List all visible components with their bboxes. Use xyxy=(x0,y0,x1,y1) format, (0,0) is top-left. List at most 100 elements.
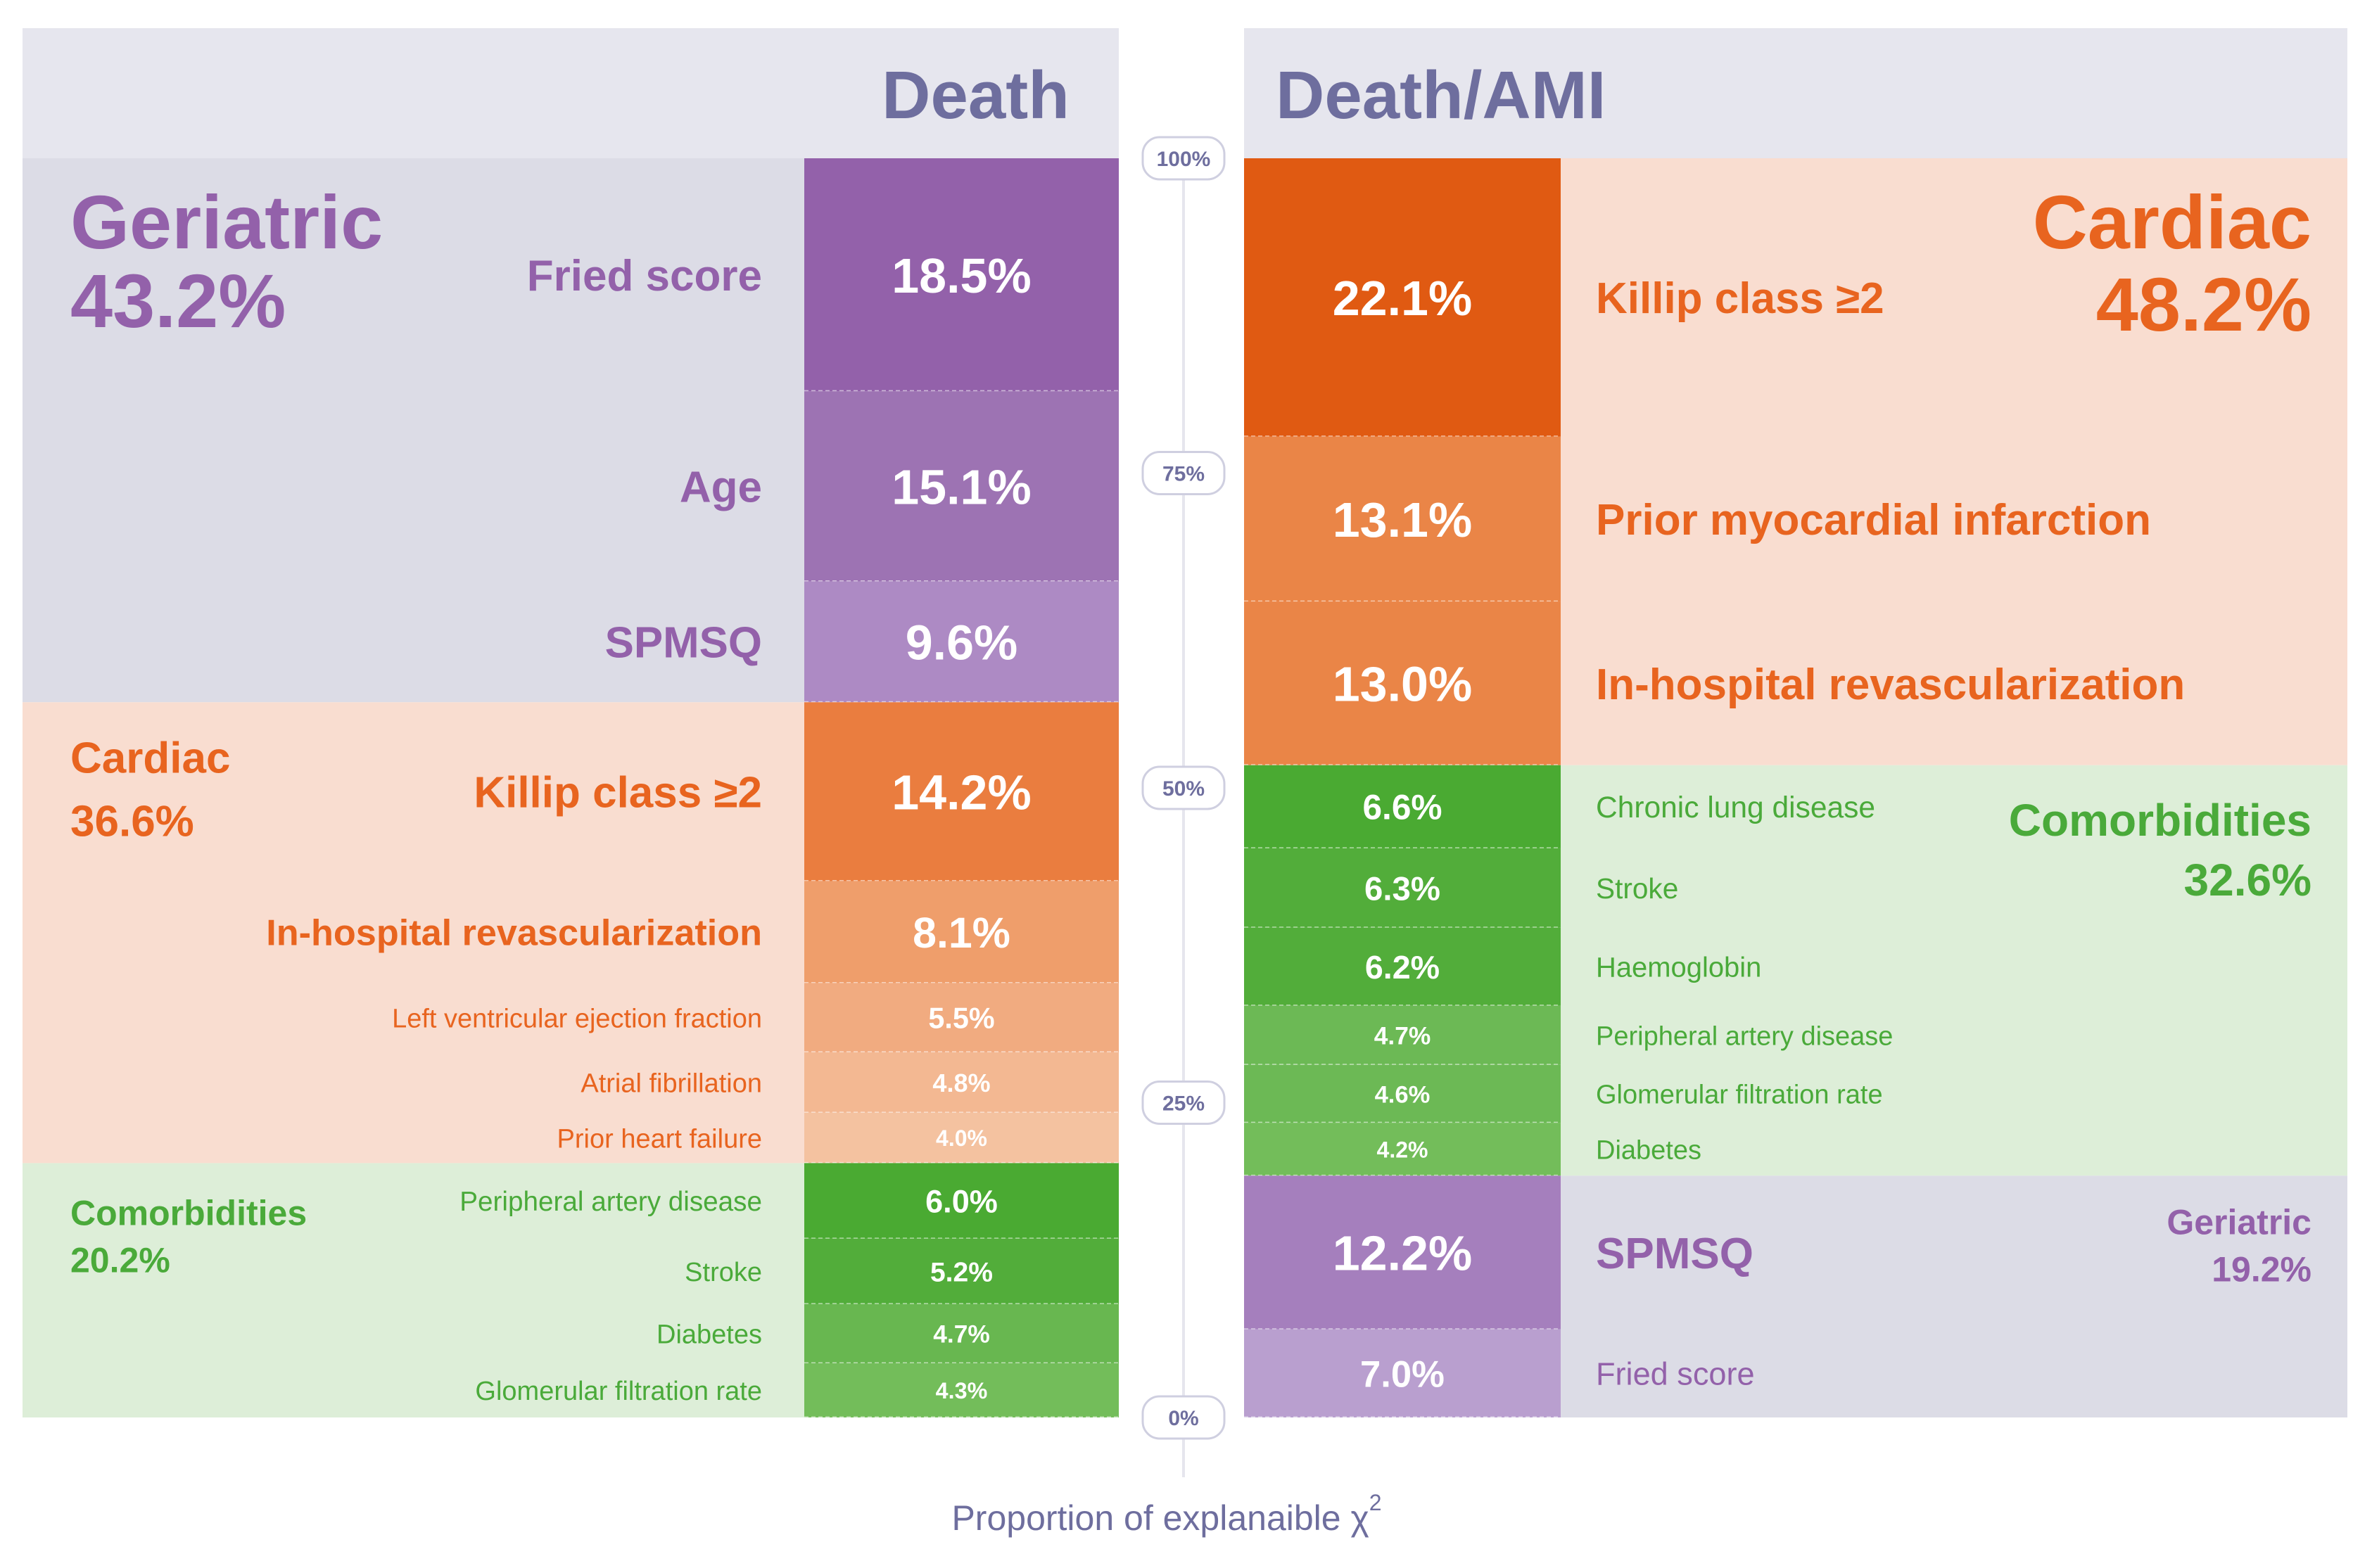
segment-value-label: 6.6% xyxy=(1362,788,1442,827)
segment-category-label: Fried score xyxy=(527,252,762,300)
segment-category-label: Haemoglobin xyxy=(1596,952,1761,983)
bar-segment xyxy=(804,1363,1119,1417)
group-name: Cardiac xyxy=(2033,179,2311,264)
segment-category-label: Age xyxy=(680,464,762,512)
bar-segment xyxy=(1244,436,1561,602)
bar-segment xyxy=(804,1052,1119,1113)
segment-value-label: 22.1% xyxy=(1333,271,1472,326)
group-value: 20.2% xyxy=(70,1240,170,1280)
bar-segment xyxy=(1244,1064,1561,1123)
bar-segment xyxy=(1244,848,1561,928)
segment-value-label: 4.2% xyxy=(1377,1137,1428,1162)
segment-category-label: Stroke xyxy=(685,1258,762,1287)
bar-segment xyxy=(1244,1329,1561,1417)
segment-value-label: 6.0% xyxy=(925,1183,998,1219)
group-value: 32.6% xyxy=(2184,855,2311,905)
bar-segment xyxy=(1244,158,1561,437)
segment-value-label: 15.1% xyxy=(892,459,1031,514)
center-axis: 100% 75% 50% 25% 0% xyxy=(1141,136,1226,1477)
segment-value-label: 4.8% xyxy=(932,1069,990,1097)
segment-category-label: Peripheral artery disease xyxy=(459,1187,762,1217)
segment-value-label: 4.7% xyxy=(933,1321,990,1349)
group-value: 43.2% xyxy=(70,258,286,343)
axis-tick-pill xyxy=(1141,1395,1226,1440)
group-value: 36.6% xyxy=(70,797,194,846)
group-name: Comorbidities xyxy=(2009,795,2311,846)
segment-value-label: 6.2% xyxy=(1365,949,1440,986)
segment-value-label: 13.1% xyxy=(1333,492,1472,547)
segment-category-label: In-hospital revascularization xyxy=(1596,661,2185,709)
bar-segment xyxy=(1244,1175,1561,1330)
axis-title: Proportion of explanaible χ2 xyxy=(951,1490,1381,1538)
segment-category-label: Peripheral artery disease xyxy=(1596,1021,1893,1051)
bar-segment xyxy=(804,881,1119,983)
segment-value-label: 14.2% xyxy=(892,765,1031,820)
segment-value-label: 6.3% xyxy=(1364,870,1440,907)
segment-category-label: Left ventricular ejection fraction xyxy=(392,1004,762,1033)
segment-value-label: 7.0% xyxy=(1360,1353,1445,1395)
segment-category-label: Prior myocardial infarction xyxy=(1596,496,2151,544)
segment-category-label: Prior heart failure xyxy=(557,1124,762,1154)
axis-tick-label: 75% xyxy=(1162,463,1205,486)
bar-segment xyxy=(1244,1123,1561,1176)
group-value: 48.2% xyxy=(2096,262,2311,347)
bar-segment xyxy=(804,158,1119,392)
axis-title-superscript: 2 xyxy=(1369,1490,1382,1515)
bar-segment xyxy=(804,581,1119,703)
panel-header xyxy=(23,28,1119,158)
bar-segment xyxy=(804,1112,1119,1164)
segment-category-label: SPMSQ xyxy=(1596,1230,1753,1278)
segment-category-label: Killip class ≥2 xyxy=(1596,274,1884,323)
bar-segment xyxy=(804,702,1119,881)
group-name: Geriatric xyxy=(2167,1202,2311,1242)
bar-segment xyxy=(1244,601,1561,765)
segment-category-label: Atrial fibrillation xyxy=(581,1069,762,1099)
segment-value-label: 4.7% xyxy=(1374,1022,1431,1050)
segment-value-label: 4.6% xyxy=(1375,1081,1431,1108)
axis-tick-label: 50% xyxy=(1162,777,1205,801)
segment-value-label: 4.0% xyxy=(936,1126,987,1151)
axis-tick-pill xyxy=(1141,1081,1226,1125)
segment-value-label: 13.0% xyxy=(1333,657,1472,712)
segment-category-label: Diabetes xyxy=(1596,1135,1701,1165)
bar-segment xyxy=(804,983,1119,1052)
segment-category-label: Killip class ≥2 xyxy=(474,769,762,817)
group-value: 19.2% xyxy=(2212,1249,2311,1289)
bar-segment xyxy=(1244,765,1561,848)
group-name: Geriatric xyxy=(70,179,383,264)
segment-value-label: 18.5% xyxy=(892,248,1031,303)
segment-value-label: 12.2% xyxy=(1333,1226,1472,1281)
segment-category-label: Glomerular filtration rate xyxy=(1596,1081,1883,1110)
axis-title-text: Proportion of explanaible χ xyxy=(951,1498,1369,1538)
axis-tick-pill xyxy=(1141,136,1226,181)
segment-category-label: Chronic lung disease xyxy=(1596,791,1875,824)
bar-segment xyxy=(1244,1005,1561,1065)
panel-header xyxy=(1244,28,2347,158)
segment-value-label: 9.6% xyxy=(906,616,1018,670)
segment-value-label: 5.2% xyxy=(930,1257,993,1287)
bar-segment xyxy=(804,1238,1119,1304)
group-name: Comorbidities xyxy=(70,1193,307,1232)
segment-value-label: 8.1% xyxy=(913,909,1010,957)
axis-tick-label: 25% xyxy=(1162,1092,1205,1116)
axis-tick-pill xyxy=(1141,451,1226,495)
bar-segment xyxy=(804,1304,1119,1364)
axis-tick-label: 0% xyxy=(1168,1407,1198,1430)
segment-category-label: Stroke xyxy=(1596,872,1678,905)
bar-segment xyxy=(804,1163,1119,1239)
panel-title: Death/AMI xyxy=(1276,58,1606,133)
segment-category-label: Glomerular filtration rate xyxy=(475,1377,762,1406)
bar-segment xyxy=(804,391,1119,582)
segment-category-label: SPMSQ xyxy=(605,619,762,668)
segment-category-label: Fried score xyxy=(1596,1356,1755,1392)
segment-category-label: Diabetes xyxy=(657,1320,762,1350)
segment-value-label: 5.5% xyxy=(928,1002,994,1035)
segment-category-label: In-hospital revascularization xyxy=(266,913,762,954)
axis-tick-pill xyxy=(1141,765,1226,810)
group-name: Cardiac xyxy=(70,734,230,782)
panel-title: Death xyxy=(882,58,1070,133)
bar-segment xyxy=(1244,927,1561,1006)
